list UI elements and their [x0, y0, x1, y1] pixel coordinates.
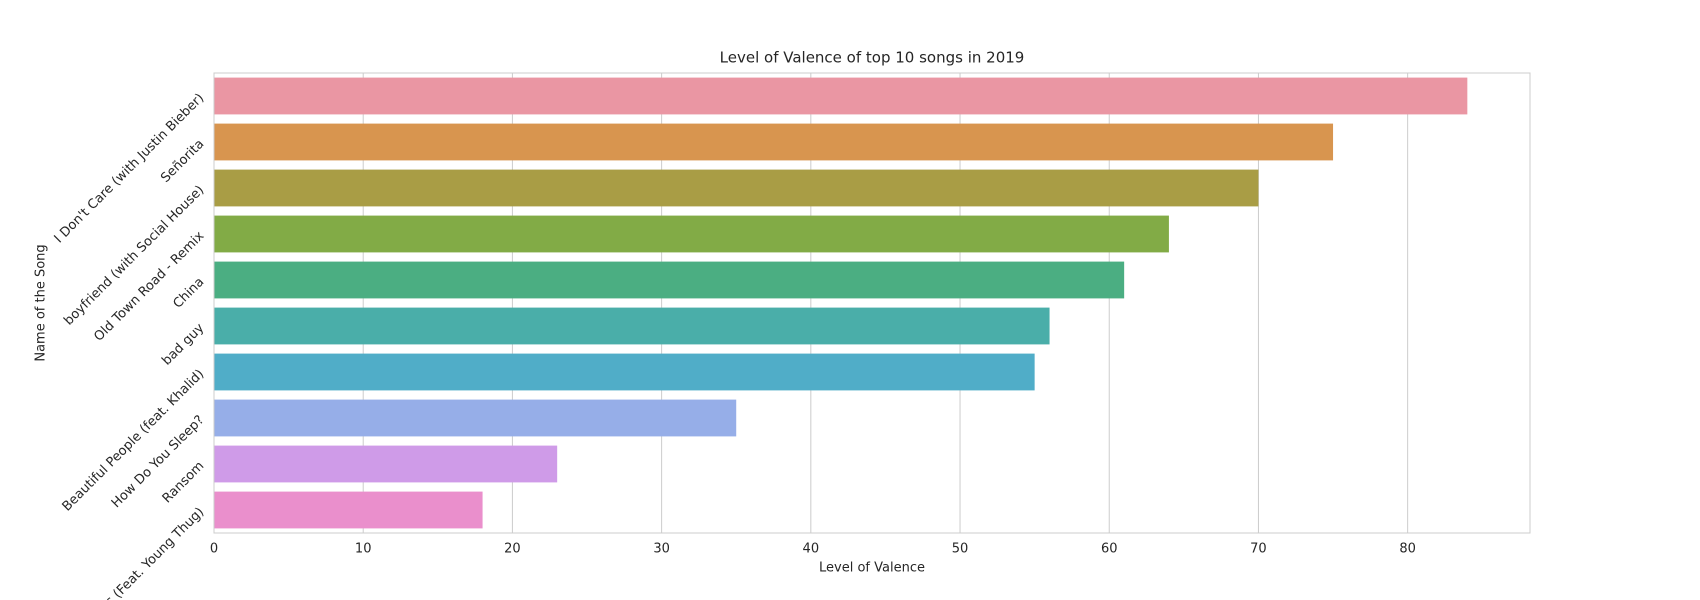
bar [214, 215, 1169, 253]
y-tick-label: China [170, 275, 207, 312]
y-axis-label: Name of the Song [34, 244, 49, 361]
x-tick-label: 60 [1101, 542, 1118, 557]
x-tick-label: 20 [504, 542, 521, 557]
y-tick-label: Señorita [158, 137, 207, 186]
x-tick-label: 10 [355, 542, 372, 557]
bar [214, 123, 1334, 161]
chart-title: Level of Valence of top 10 songs in 2019 [720, 49, 1025, 67]
y-tick-label: Ransom [160, 459, 208, 507]
bar [214, 77, 1468, 115]
x-tick-label: 0 [210, 542, 218, 557]
bar [214, 307, 1050, 345]
bar [214, 353, 1035, 391]
plot-frame [213, 72, 1531, 534]
x-tick-label: 30 [653, 542, 670, 557]
y-tick-label: Goodbyes (Feat. Young Thug) [62, 505, 208, 600]
y-tick-label: bad guy [159, 320, 207, 368]
x-tick-label: 70 [1250, 542, 1267, 557]
bar [214, 261, 1125, 299]
bar [214, 169, 1259, 207]
x-axis-label: Level of Valence [819, 561, 925, 576]
bar [214, 491, 483, 529]
bar [214, 445, 558, 483]
bar [214, 399, 737, 437]
x-tick-label: 40 [803, 542, 820, 557]
x-tick-label: 50 [952, 542, 969, 557]
x-tick-label: 80 [1399, 542, 1416, 557]
